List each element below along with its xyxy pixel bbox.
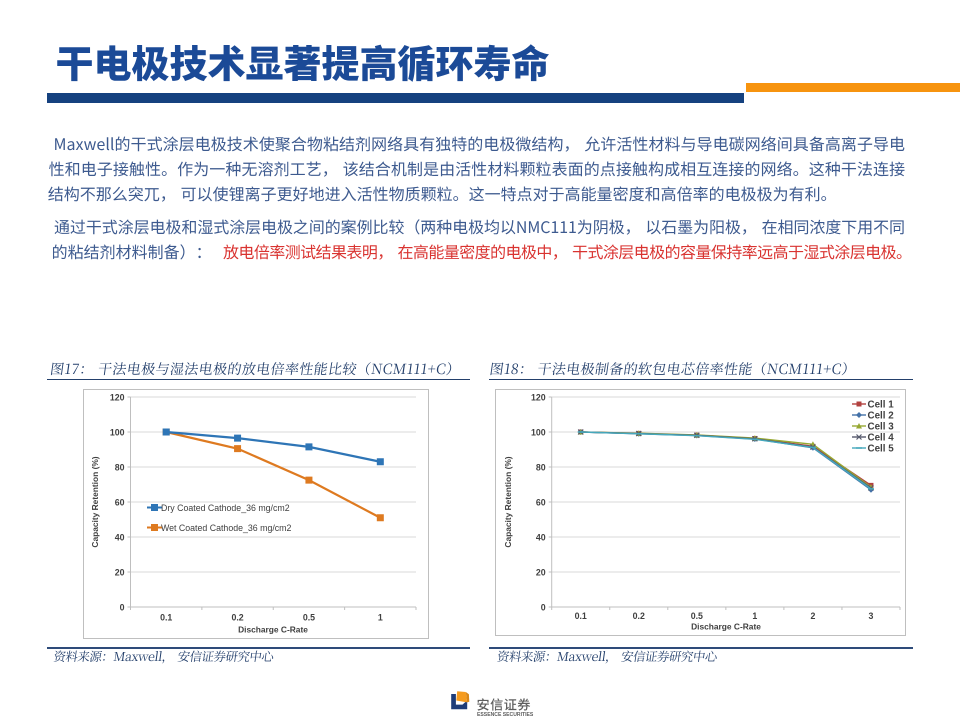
svg-text:120: 120 — [531, 393, 546, 403]
svg-text:Discharge C-Rate: Discharge C-Rate — [691, 622, 761, 632]
svg-text:40: 40 — [536, 533, 546, 543]
svg-text:1: 1 — [378, 613, 383, 623]
svg-text:120: 120 — [110, 393, 125, 403]
svg-text:100: 100 — [110, 428, 125, 438]
svg-text:2: 2 — [810, 611, 815, 621]
svg-text:3: 3 — [869, 611, 874, 621]
svg-text:ESSENCE SECURITIES: ESSENCE SECURITIES — [477, 712, 534, 718]
svg-text:Cell 5: Cell 5 — [868, 444, 895, 455]
svg-text:60: 60 — [536, 498, 546, 508]
svg-text:0.2: 0.2 — [633, 611, 645, 621]
svg-text:0.1: 0.1 — [575, 611, 587, 621]
svg-text:Cell 1: Cell 1 — [868, 400, 895, 411]
svg-text:80: 80 — [115, 463, 125, 473]
svg-text:20: 20 — [115, 568, 125, 578]
svg-text:0.1: 0.1 — [160, 613, 172, 623]
svg-text:0: 0 — [120, 603, 125, 613]
svg-text:0: 0 — [541, 603, 546, 613]
svg-text:Wet Coated Cathode_36 mg/cm2: Wet Coated Cathode_36 mg/cm2 — [161, 523, 292, 533]
svg-text:60: 60 — [115, 498, 125, 508]
svg-text:Capacity Retention (%): Capacity Retention (%) — [503, 456, 513, 547]
svg-text:Cell 3: Cell 3 — [868, 422, 895, 433]
svg-text:80: 80 — [536, 463, 546, 473]
svg-text:Cell 4: Cell 4 — [868, 433, 895, 444]
svg-text:Cell 2: Cell 2 — [868, 411, 895, 422]
svg-text:100: 100 — [531, 428, 546, 438]
svg-text:Discharge C-Rate: Discharge C-Rate — [238, 625, 308, 635]
svg-text:0.5: 0.5 — [303, 613, 315, 623]
svg-text:20: 20 — [536, 568, 546, 578]
svg-text:0.5: 0.5 — [691, 611, 703, 621]
svg-text:Capacity Retention (%): Capacity Retention (%) — [90, 456, 100, 547]
svg-text:40: 40 — [115, 533, 125, 543]
svg-text:Dry Coated Cathode_36 mg/cm2: Dry Coated Cathode_36 mg/cm2 — [161, 503, 290, 513]
svg-text:1: 1 — [752, 611, 757, 621]
svg-text:0.2: 0.2 — [231, 613, 243, 623]
